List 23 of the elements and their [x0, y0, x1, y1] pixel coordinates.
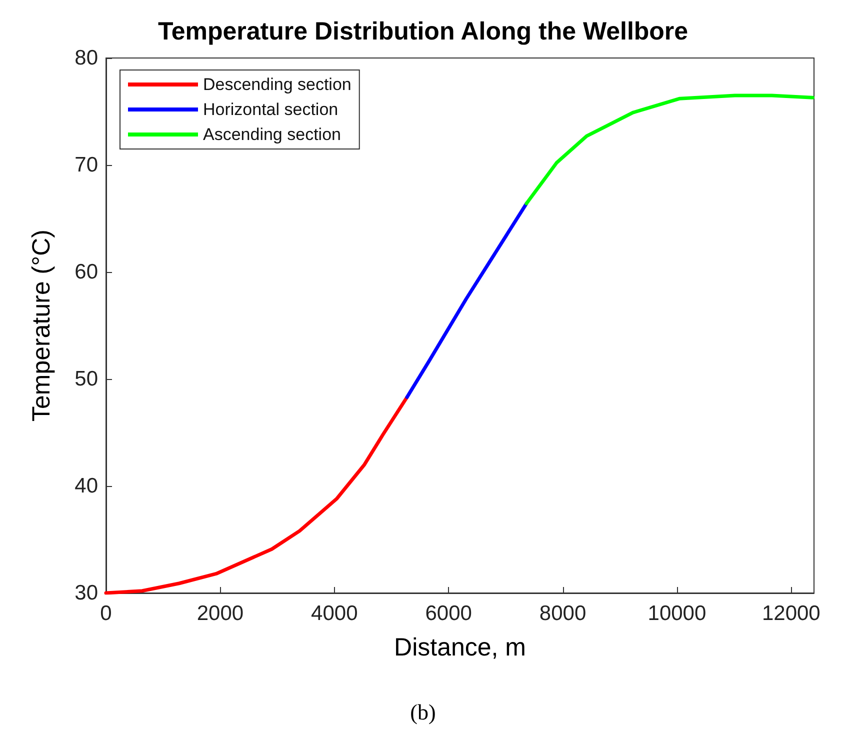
chart-title: Temperature Distribution Along the Wellbore: [158, 18, 688, 46]
y-tick-label: 60: [74, 260, 98, 284]
y-tick-label: 30: [74, 582, 98, 604]
x-tick-label: 4000: [311, 602, 358, 625]
y-tick-label: 70: [74, 154, 98, 176]
x-tick-label: 6000: [425, 602, 472, 625]
x-axis-title: Distance, m: [394, 634, 526, 662]
x-tick-label: 2000: [196, 602, 244, 625]
legend-label: Descending section: [203, 75, 352, 94]
y-tick-label: 40: [74, 474, 98, 498]
line-series: [405, 202, 528, 399]
x-tick-label: 12000: [762, 602, 820, 625]
x-tick-label: 10000: [648, 602, 706, 625]
y-tick-label: 50: [74, 368, 98, 390]
legend-label: Ascending section: [203, 125, 341, 144]
line-series: [524, 94, 814, 206]
text: (b): [410, 700, 436, 724]
x-tick-label: 0: [100, 602, 112, 625]
y-axis-title: Temperature (°C): [28, 230, 56, 422]
legend-label: Horizontal section: [203, 100, 338, 119]
line-series: [104, 395, 409, 595]
y-tick-label: 80: [74, 46, 98, 70]
x-tick-label: 8000: [539, 602, 586, 625]
